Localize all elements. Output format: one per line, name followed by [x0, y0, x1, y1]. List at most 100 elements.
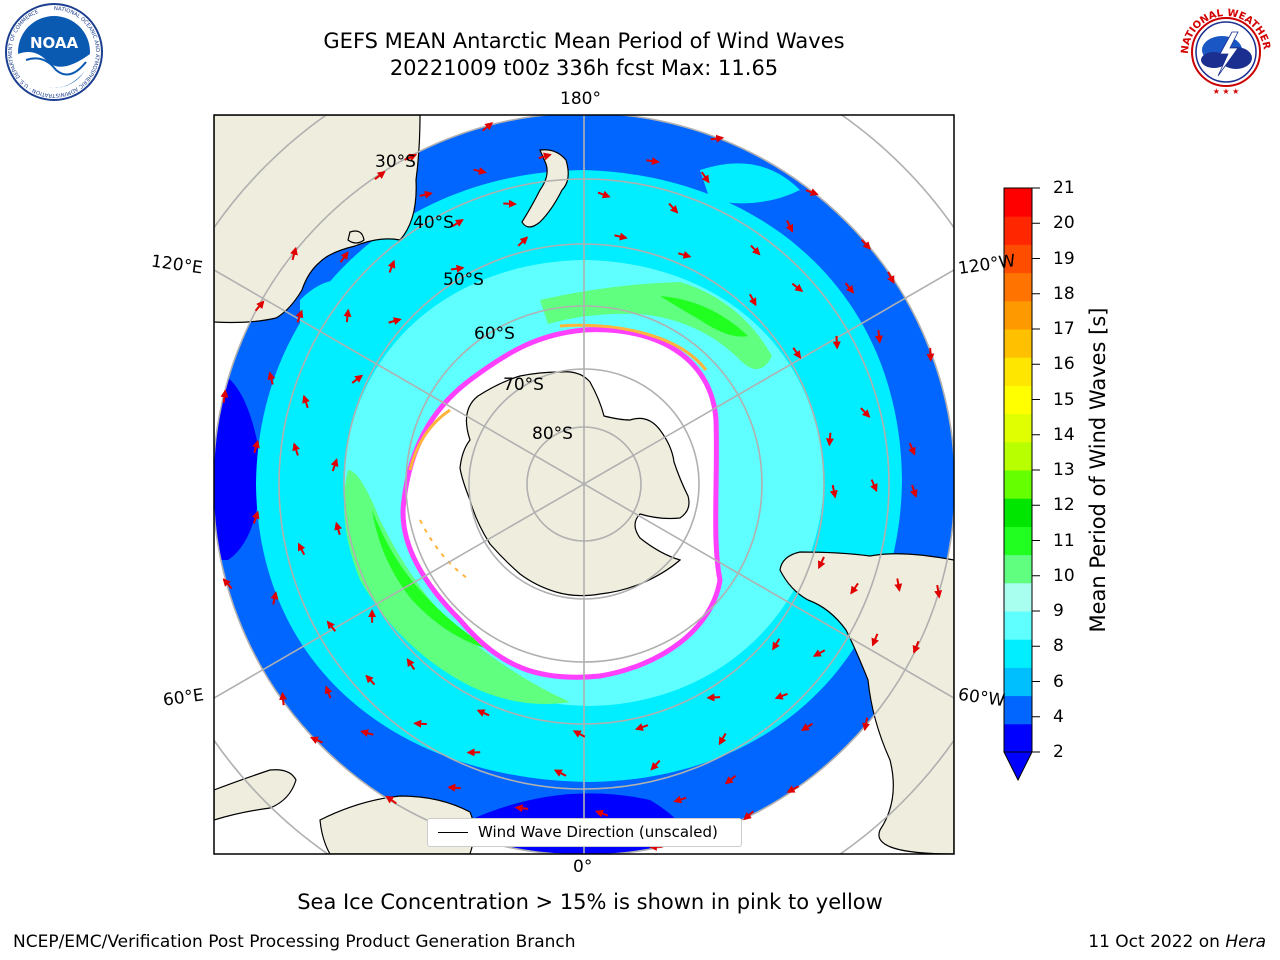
wind-wave-arrow — [706, 693, 721, 702]
map-legend: Wind Wave Direction (unscaled) — [427, 818, 742, 847]
wind-wave-arrow — [785, 220, 794, 233]
wind-wave-arrow — [538, 152, 552, 161]
colorbar-tick-label: 2 — [1053, 742, 1064, 762]
colorbar-tick-label: 18 — [1053, 283, 1075, 304]
wind-wave-arrow — [451, 219, 464, 228]
wind-wave-arrow — [829, 484, 838, 499]
wind-wave-arrow — [870, 479, 878, 493]
wind-wave-arrow — [517, 236, 529, 247]
wind-wave-arrow — [786, 785, 800, 793]
wind-wave-arrow — [772, 638, 781, 651]
chart-title: GEFS MEAN Antarctic Mean Period of Wind … — [323, 29, 845, 53]
wind-wave-arrow — [791, 282, 804, 292]
wind-wave-arrow — [292, 442, 300, 456]
colorbar-band — [1004, 639, 1032, 668]
wind-wave-arrow — [290, 246, 298, 261]
wind-wave-arrow — [388, 317, 402, 325]
wind-wave-arrow — [646, 157, 660, 166]
wind-wave-arrow — [650, 759, 661, 771]
colorbar-tick-label: 11 — [1053, 530, 1075, 551]
colorbar-band — [1004, 385, 1032, 415]
colorbar-tick-label: 15 — [1053, 389, 1075, 410]
colorbar-band — [1004, 413, 1032, 443]
wind-wave-arrow — [673, 795, 687, 804]
map-plot-area — [214, 115, 954, 854]
wind-wave-arrow — [310, 736, 323, 744]
wind-wave-arrow — [926, 348, 935, 362]
wind-wave-arrow — [339, 251, 349, 263]
wind-wave-arrow — [343, 308, 352, 323]
south-america — [779, 551, 954, 854]
colorbar-band — [1004, 216, 1032, 245]
wind-wave-arrow — [832, 335, 841, 350]
wind-wave-arrow — [374, 170, 386, 180]
wind-wave-arrow — [385, 795, 397, 805]
wind-wave-arrow — [302, 394, 310, 409]
colorbar-tick-label: 8 — [1053, 636, 1064, 657]
wind-wave-arrow — [817, 556, 826, 570]
wind-wave-arrow — [450, 264, 465, 273]
wind-wave-arrow — [387, 259, 396, 273]
antarctica — [459, 371, 690, 597]
wind-wave-arrow — [668, 202, 679, 214]
colorbar — [1003, 187, 1040, 782]
wind-wave-arrow — [334, 521, 343, 536]
wind-wave-arrow — [254, 300, 265, 312]
wind-wave-arrow — [875, 330, 883, 344]
lon-label-180: 180° — [560, 89, 601, 109]
wind-wave-arrow — [710, 134, 725, 143]
wind-wave-arrow — [743, 810, 755, 821]
footer-host: Hera — [1225, 932, 1266, 952]
legend-label: Wind Wave Direction (unscaled) — [478, 823, 718, 841]
colorbar-band — [1004, 554, 1032, 584]
lat-label-30s: 30°S — [375, 152, 416, 172]
graticule — [214, 115, 954, 854]
colorbar-band — [1004, 498, 1032, 527]
colorbar-band — [1004, 272, 1032, 302]
colorbar-band — [1004, 723, 1032, 753]
colorbar-band — [1004, 188, 1032, 217]
wind-wave-arrow — [871, 633, 879, 647]
wind-wave-arrow — [326, 620, 337, 632]
colorbar-tick-label: 14 — [1053, 424, 1075, 445]
wind-wave-arrow — [750, 244, 761, 256]
wind-wave-arrow — [503, 199, 517, 208]
colorbar-band — [1004, 357, 1032, 386]
lat-label-60s: 60°S — [474, 324, 515, 344]
sea-ice-note: Sea Ice Concentration > 15% is shown in … — [297, 890, 883, 914]
wind-wave-arrow — [825, 432, 834, 447]
lat-label-50s: 50°S — [443, 270, 484, 290]
wind-wave-arrow — [297, 542, 306, 556]
wind-wave-arrow — [514, 804, 529, 813]
wind-wave-arrow — [404, 153, 418, 162]
wind-wave-arrow — [279, 691, 288, 706]
footer-credit: NCEP/EMC/Verification Post Processing Pr… — [13, 932, 576, 952]
wind-wave-arrow — [800, 722, 814, 731]
wind-wave-arrow — [222, 578, 233, 590]
colorbar-tick-label: 6 — [1053, 671, 1064, 692]
colorbar-tick-label: 20 — [1053, 213, 1075, 234]
wind-wave-arrow — [812, 649, 826, 657]
wind-wave-arrow — [774, 692, 788, 700]
colorbar-tick-label: 4 — [1053, 706, 1064, 727]
colorbar-tick-label: 17 — [1053, 319, 1075, 339]
colorbar-tick-label: 13 — [1053, 460, 1075, 480]
wind-wave-arrow — [419, 190, 433, 199]
colorbar-band — [1004, 329, 1032, 358]
colorbar-band — [1004, 526, 1032, 556]
wind-wave-arrow — [910, 484, 918, 498]
wind-wave-arrow — [678, 251, 692, 259]
wind-wave-arrow — [553, 769, 567, 777]
colorbar-tick-label: 9 — [1053, 601, 1064, 621]
new-zealand — [521, 149, 569, 228]
colorbar-band — [1004, 582, 1032, 612]
sea-ice-edge — [400, 327, 723, 680]
wind-wave-arrow — [324, 685, 333, 699]
wind-wave-arrow — [614, 232, 628, 241]
wind-wave-arrow — [252, 439, 260, 454]
wind-wave-arrow — [805, 188, 819, 196]
wind-wave-arrow — [476, 709, 490, 717]
lat-label-70s: 70°S — [503, 375, 544, 395]
wind-wave-arrow — [220, 389, 229, 403]
wind-wave-arrow — [700, 171, 710, 184]
